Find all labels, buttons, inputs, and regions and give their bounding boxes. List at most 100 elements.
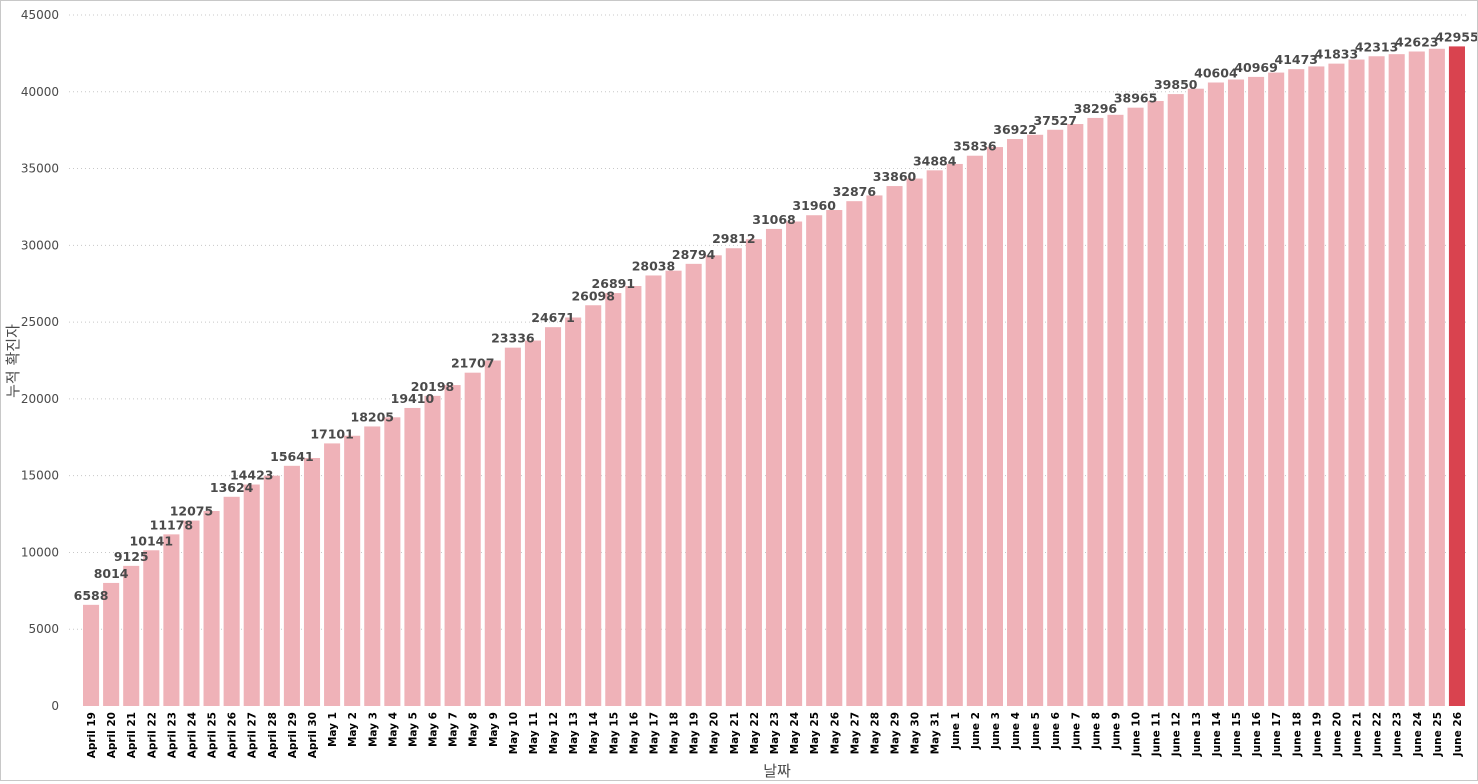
bar[interactable] (926, 170, 943, 707)
y-tick-label: 5000 (28, 622, 59, 636)
bar[interactable] (504, 347, 521, 706)
x-tick-label: May 5 (407, 712, 419, 747)
data-label: 28794 (672, 247, 716, 262)
data-label: 32876 (833, 184, 877, 199)
bar[interactable] (1107, 114, 1124, 707)
bar[interactable] (1408, 51, 1425, 706)
bar[interactable] (625, 286, 642, 706)
bar[interactable] (163, 534, 180, 706)
bar[interactable] (1388, 54, 1405, 706)
data-label: 35836 (953, 139, 997, 154)
x-tick-label: May 15 (608, 712, 620, 754)
bar[interactable] (344, 435, 361, 706)
data-label: 8014 (94, 566, 129, 581)
bar[interactable] (846, 201, 863, 706)
bar[interactable] (786, 221, 803, 706)
bar[interactable] (1448, 46, 1465, 707)
bar[interactable] (1067, 124, 1084, 707)
bar[interactable] (826, 210, 843, 706)
data-label: 20198 (411, 379, 455, 394)
data-label: 37527 (1033, 113, 1077, 128)
bar[interactable] (384, 417, 401, 706)
x-tick-label: May 17 (648, 712, 660, 754)
bar[interactable] (223, 496, 240, 706)
bar[interactable] (565, 317, 582, 706)
bar[interactable] (1268, 72, 1285, 707)
bar[interactable] (1007, 139, 1024, 706)
bar[interactable] (1127, 107, 1144, 706)
bar[interactable] (404, 407, 421, 706)
bar[interactable] (1147, 100, 1164, 707)
bar[interactable] (303, 458, 321, 706)
bar[interactable] (986, 147, 1003, 706)
bar[interactable] (183, 520, 200, 706)
bar[interactable] (725, 248, 742, 706)
data-label: 42955 (1435, 29, 1477, 44)
bar[interactable] (1308, 66, 1325, 707)
data-label: 13624 (210, 480, 254, 495)
bar[interactable] (1027, 134, 1044, 707)
x-tick-label: June 23 (1392, 712, 1404, 757)
x-tick-label: May 14 (588, 712, 600, 754)
bar[interactable] (906, 178, 923, 706)
bar[interactable] (444, 385, 461, 706)
bar[interactable] (283, 465, 300, 706)
bar[interactable] (1227, 79, 1245, 706)
x-tick-label: April 20 (106, 712, 118, 758)
bar[interactable] (705, 255, 722, 706)
bar[interactable] (203, 510, 220, 706)
bar[interactable] (886, 186, 903, 706)
bar[interactable] (1187, 88, 1204, 706)
x-tick-label: May 27 (849, 712, 861, 754)
x-tick-label: April 22 (146, 712, 158, 758)
bar[interactable] (1328, 63, 1345, 707)
bars (83, 46, 1465, 707)
bar[interactable] (946, 163, 963, 707)
x-tick-label: April 30 (307, 712, 319, 758)
bar[interactable] (745, 239, 762, 707)
bar[interactable] (605, 293, 622, 706)
bar[interactable] (1087, 117, 1104, 706)
bar[interactable] (1047, 129, 1064, 706)
data-label: 19410 (391, 391, 435, 406)
bar[interactable] (263, 475, 280, 706)
x-tick-label: June 8 (1090, 712, 1102, 750)
bar[interactable] (1288, 69, 1305, 706)
bar[interactable] (665, 270, 682, 706)
bar[interactable] (1428, 48, 1445, 706)
bar[interactable] (464, 372, 481, 706)
bar[interactable] (424, 395, 441, 706)
y-tick-label: 0 (51, 699, 59, 713)
bar[interactable] (866, 195, 883, 706)
bar[interactable] (143, 550, 160, 706)
x-tick-label: May 26 (829, 712, 841, 754)
bar[interactable] (123, 565, 140, 706)
data-label: 15641 (270, 449, 314, 464)
bar[interactable] (364, 426, 381, 706)
bar[interactable] (765, 228, 783, 706)
x-tick-label: May 8 (468, 712, 480, 747)
bar[interactable] (1207, 82, 1224, 706)
data-label: 11178 (150, 517, 194, 532)
bar[interactable] (1248, 76, 1265, 706)
bar[interactable] (83, 604, 100, 706)
bar[interactable] (645, 275, 662, 706)
data-label: 41473 (1275, 52, 1319, 67)
bar[interactable] (1167, 94, 1184, 706)
bar[interactable] (324, 443, 341, 706)
bar[interactable] (524, 340, 541, 706)
bar[interactable] (484, 360, 501, 707)
bar[interactable] (966, 155, 983, 706)
bar[interactable] (1348, 59, 1365, 706)
bar[interactable] (103, 582, 120, 706)
bar[interactable] (585, 305, 602, 706)
x-tick-label: June 2 (970, 712, 982, 750)
x-tick-label: April 27 (247, 712, 259, 758)
bar[interactable] (806, 215, 823, 706)
bar[interactable] (1368, 56, 1385, 706)
data-label: 10141 (130, 533, 174, 548)
bar[interactable] (685, 263, 702, 706)
bar[interactable] (545, 327, 562, 706)
x-tick-label: June 6 (1050, 712, 1062, 750)
bar[interactable] (243, 484, 260, 706)
